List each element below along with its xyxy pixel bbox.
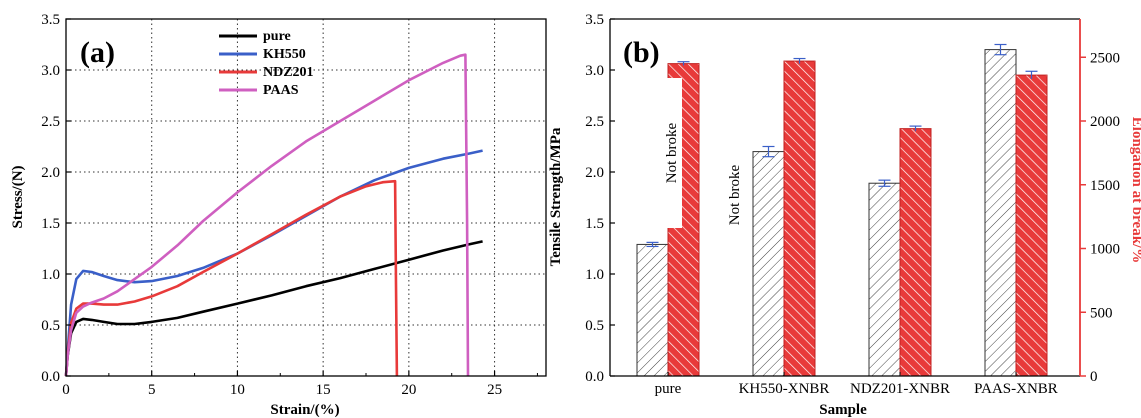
y-tick-label: 0.0 bbox=[41, 369, 60, 385]
annotation-not-broke: Not broke bbox=[727, 164, 743, 225]
x-category-label: NDZ201-XNBR bbox=[850, 381, 950, 397]
y-tick-label: 0.5 bbox=[585, 318, 604, 334]
y-tick-label: 1.0 bbox=[585, 267, 604, 283]
bar-tensile-pure bbox=[636, 243, 669, 377]
y2-tick-label: 0 bbox=[1090, 369, 1098, 385]
panel-a-ylabel: Stress/(N) bbox=[10, 165, 26, 228]
bar-tensile-ndz201-xnbr bbox=[868, 182, 901, 377]
y-tick-label: 3.5 bbox=[41, 12, 60, 28]
x-category-label: KH550-XNBR bbox=[739, 381, 830, 397]
panel-b-ylabel: Tensile Strength/MPa bbox=[548, 127, 564, 266]
x-category-label: PAAS-XNBR bbox=[974, 381, 1058, 397]
panel-a-grid bbox=[66, 19, 546, 376]
bar-elongation-kh550-xnbr bbox=[783, 60, 816, 377]
series-line-kh550 bbox=[64, 149, 483, 377]
panel-a-label: (a) bbox=[80, 36, 115, 69]
series-line-paas bbox=[64, 53, 470, 377]
series-line-pure bbox=[64, 240, 483, 377]
panel-a-xlabel: Strain/(%) bbox=[270, 402, 339, 418]
panel-a-axes: 0 5 10 15 20 25 0.0 0.5 1.0 1.5 2.0 2.5 3.0 3.5 bbox=[41, 12, 547, 398]
panel-b-bar-chart: Not broke Not broke 0.0 0.5 1.0 1.5 2.0 2.5 3.0… bbox=[548, 12, 1141, 418]
legend-label-kh550: KH550 bbox=[263, 47, 306, 62]
panel-b-axes: 0.0 0.5 1.0 1.5 2.0 2.5 3.0 3.5 0 500 1000 1500 2000… bbox=[585, 12, 1120, 397]
x-tick-label: 0 bbox=[62, 382, 70, 398]
y-tick-label: 2.0 bbox=[41, 165, 60, 181]
y-tick-label: 0.5 bbox=[41, 318, 60, 334]
panel-a-series-lines bbox=[64, 53, 483, 377]
bar-tensile-kh550-xnbr bbox=[752, 151, 785, 377]
y-tick-label: 1.0 bbox=[41, 267, 60, 283]
y2-tick-label: 1000 bbox=[1090, 242, 1120, 258]
y-tick-label: 1.5 bbox=[585, 216, 604, 232]
annotation-box bbox=[723, 144, 745, 246]
panel-a-frame bbox=[65, 18, 547, 377]
bar-elongation-ndz201-xnbr bbox=[899, 128, 932, 377]
y-tick-label: 2.5 bbox=[585, 114, 604, 130]
y2-tick-label: 1500 bbox=[1090, 178, 1120, 194]
x-tick-label: 5 bbox=[148, 382, 156, 398]
y-tick-label: 3.5 bbox=[585, 12, 604, 28]
x-tick-label: 15 bbox=[316, 382, 331, 398]
y-tick-label: 2.5 bbox=[41, 114, 60, 130]
x-tick-label: 10 bbox=[230, 382, 245, 398]
series-line-ndz201 bbox=[64, 179, 399, 377]
panel-b-label: (b) bbox=[623, 36, 660, 69]
panel-b-bars: Not broke Not broke bbox=[636, 43, 1048, 377]
y-tick-label: 1.5 bbox=[41, 216, 60, 232]
y2-tick-label: 2500 bbox=[1090, 50, 1120, 66]
legend-label-paas: PAAS bbox=[263, 83, 299, 98]
y-tick-label: 0.0 bbox=[585, 369, 604, 385]
panel-a-legend: pure KH550 NDZ201 PAAS bbox=[219, 29, 314, 98]
x-tick-label: 20 bbox=[401, 382, 416, 398]
x-category-label: pure bbox=[655, 381, 682, 397]
y2-tick-label: 500 bbox=[1090, 305, 1113, 321]
panel-b-xlabel: Sample bbox=[819, 402, 867, 418]
y2-tick-label: 2000 bbox=[1090, 114, 1120, 130]
y-tick-label: 3.0 bbox=[41, 63, 60, 79]
legend-label-pure: pure bbox=[263, 29, 291, 44]
x-tick-label: 25 bbox=[487, 382, 502, 398]
panel-b-y2label: Elongation at break/% bbox=[1129, 117, 1141, 263]
y-tick-label: 2.0 bbox=[585, 165, 604, 181]
bar-elongation-paas-xnbr bbox=[1015, 74, 1048, 377]
panel-a-line-chart: 0 5 10 15 20 25 0.0 0.5 1.0 1.5 2.0 2.5 3.0 3.5 (a) S… bbox=[10, 12, 547, 418]
y-tick-label: 3.0 bbox=[585, 63, 604, 79]
annotation-box bbox=[660, 78, 682, 228]
legend-label-ndz201: NDZ201 bbox=[263, 65, 314, 80]
annotation-not-broke: Not broke bbox=[664, 122, 680, 183]
bar-tensile-paas-xnbr bbox=[984, 49, 1017, 377]
